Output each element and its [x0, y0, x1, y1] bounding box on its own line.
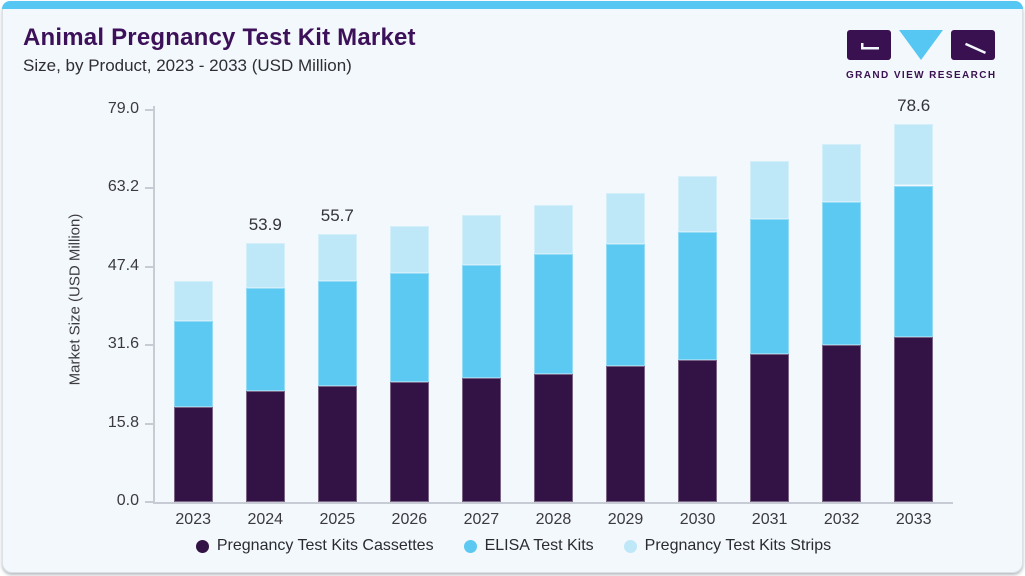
bar-segment-2029 — [606, 192, 645, 245]
x-axis-label-2030: 2030 — [679, 511, 716, 528]
y-tick-label: 0.0 — [116, 492, 139, 509]
x-axis-label-2028: 2028 — [535, 511, 572, 528]
bar-segment-2025 — [317, 281, 357, 387]
bar-segment-2028 — [533, 253, 573, 374]
y-tick — [145, 344, 153, 347]
bar-segment-2024 — [245, 242, 285, 289]
bar-segment-2032 — [822, 144, 862, 203]
x-axis-label-2032: 2032 — [823, 511, 860, 528]
gvr-logo: GRAND VIEW RESEARCH — [846, 30, 996, 81]
bar-segment-2028 — [533, 373, 573, 502]
y-tick-label: 31.6 — [107, 335, 139, 353]
bar-value-label-2025: 55.7 — [320, 206, 354, 226]
x-axis-line — [153, 502, 953, 504]
x-axis-label-2027: 2027 — [463, 511, 500, 528]
bar-segment-2025 — [317, 234, 357, 282]
y-tick-label: 47.4 — [107, 256, 139, 274]
bar-segment-2027 — [461, 377, 501, 502]
bar-segment-2033 — [894, 185, 934, 337]
legend-item: Pregnancy Test Kits Cassettes — [195, 537, 434, 555]
bar-segment-2024 — [245, 288, 285, 392]
bar-segment-2029 — [606, 244, 645, 367]
legend-dot-icon — [463, 539, 477, 553]
bar-segment-2030 — [678, 176, 718, 233]
bar-segment-2027 — [461, 214, 501, 266]
gvr-logo-text: GRAND VIEW RESEARCH — [846, 70, 997, 81]
bar-segment-2032 — [822, 202, 862, 345]
x-axis-label-2031: 2031 — [751, 511, 788, 528]
x-axis-label-2023: 2023 — [175, 511, 211, 528]
legend-dot-icon — [195, 539, 209, 553]
y-tick — [145, 422, 153, 425]
gvr-logo-icon — [847, 30, 995, 60]
legend-label: Pregnancy Test Kits Cassettes — [216, 537, 434, 554]
bar-segment-2026 — [389, 226, 429, 273]
bar-segment-2031 — [750, 160, 790, 219]
legend-label: ELISA Test Kits — [484, 537, 594, 554]
x-axis-label-2033: 2033 — [895, 511, 932, 528]
bar-segment-2033 — [894, 337, 934, 502]
y-tick — [145, 109, 153, 111]
header: Animal Pregnancy Test Kit Market Size, b… — [23, 24, 1002, 90]
bar-segment-2031 — [750, 218, 790, 354]
accent-top-bar — [2, 1, 1023, 9]
x-axis-label-2025: 2025 — [319, 511, 356, 528]
bar-segment-2032 — [822, 344, 862, 502]
y-tick — [145, 501, 153, 503]
y-tick-label: 63.2 — [107, 178, 139, 196]
bar-segment-2023 — [173, 320, 213, 408]
y-axis-title: Market Size (USD Million) — [66, 213, 84, 386]
y-tick-label: 79.0 — [107, 100, 139, 117]
legend-dot-icon — [623, 539, 637, 553]
bar-segment-2026 — [389, 382, 429, 502]
bar-segment-2023 — [173, 281, 213, 321]
x-axis-label-2024: 2024 — [247, 511, 284, 528]
legend-item: Pregnancy Test Kits Strips — [623, 537, 832, 555]
bar-value-label-2033: 78.6 — [897, 95, 931, 115]
bar-segment-2025 — [317, 386, 357, 502]
bar-segment-2030 — [678, 232, 718, 361]
bar-segment-2027 — [461, 265, 501, 378]
page-subtitle: Size, by Product, 2023 - 2033 (USD Milli… — [23, 56, 352, 75]
bar-value-label-2024: 53.9 — [248, 214, 282, 234]
stacked-bar-chart: Market Size (USD Million) 0.0 15.8 31.6 47.… — [3, 2, 1024, 572]
y-tick — [145, 187, 153, 190]
bar-segment-2028 — [533, 204, 573, 254]
legend: Pregnancy Test Kits Cassettes ELISA Test … — [3, 537, 1024, 555]
bar-segment-2030 — [678, 360, 718, 502]
bar-segment-2024 — [245, 391, 285, 502]
bar-segment-2031 — [750, 353, 790, 502]
legend-item: ELISA Test Kits — [463, 537, 594, 555]
y-tick-label: 15.8 — [107, 413, 139, 431]
bar-segment-2023 — [173, 407, 213, 502]
legend-label: Pregnancy Test Kits Strips — [644, 537, 832, 554]
x-axis-label-2026: 2026 — [391, 511, 428, 528]
bar-segment-2026 — [389, 272, 429, 383]
y-tick — [145, 265, 153, 268]
x-axis-label-2029: 2029 — [607, 511, 644, 528]
bar-segment-2033 — [894, 123, 934, 186]
y-axis-line — [153, 106, 155, 504]
bar-segment-2029 — [606, 366, 645, 502]
page-title: Animal Pregnancy Test Kit Market — [23, 24, 416, 51]
